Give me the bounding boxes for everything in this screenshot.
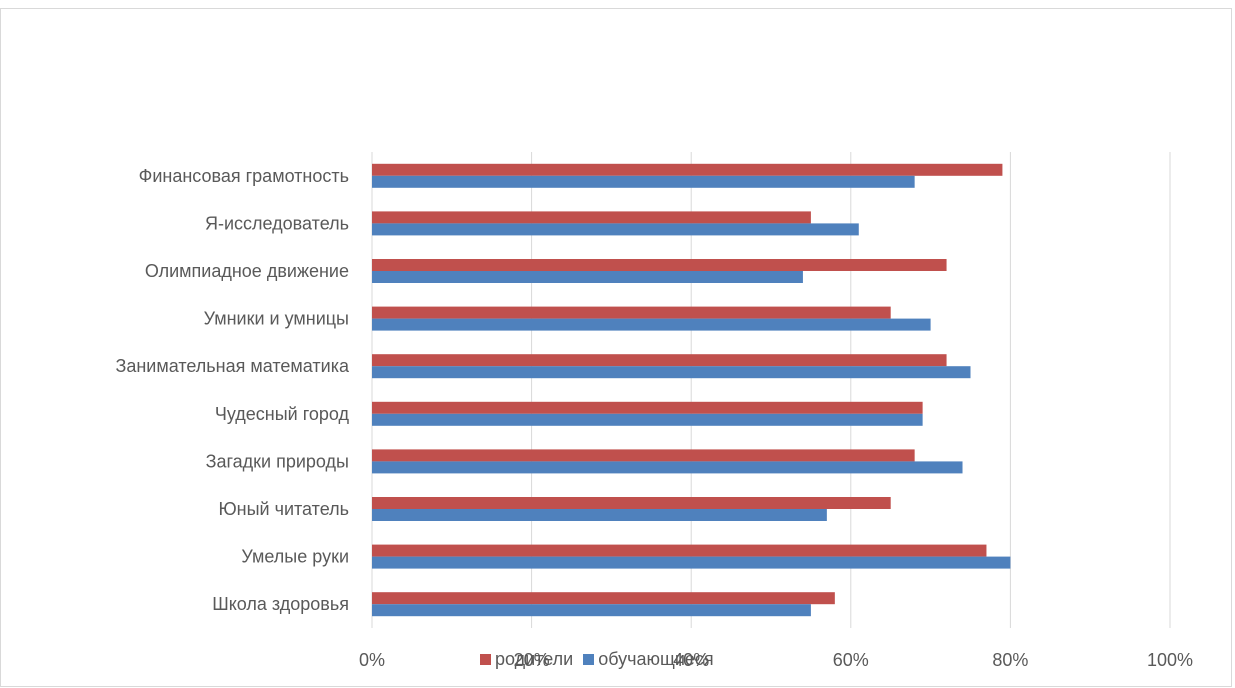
bar-students [372, 413, 923, 426]
category-label: Юный читатель [218, 499, 349, 519]
bar-parents [372, 306, 891, 319]
x-tick-label: 40% [673, 650, 709, 670]
x-tick-label: 80% [992, 650, 1028, 670]
bar-parents [372, 354, 947, 367]
bar-students [372, 366, 971, 379]
category-label: Умники и умницы [204, 309, 349, 329]
bar-parents [372, 211, 811, 224]
bar-students [372, 223, 859, 236]
chart-frame [0, 8, 1232, 687]
category-label: Финансовая грамотность [139, 166, 349, 186]
x-tick-label: 60% [833, 650, 869, 670]
category-label: Умелые руки [241, 547, 349, 567]
legend-swatch-parents [480, 653, 491, 665]
legend-label-students: обучающиеся [598, 648, 714, 669]
x-tick-label: 100% [1147, 650, 1193, 670]
category-label: Я-исследователь [205, 213, 349, 233]
x-tick-label: 20% [514, 650, 550, 670]
category-label: Загадки природы [206, 451, 349, 471]
legend-item-students: обучающиеся [583, 648, 714, 670]
category-label: Олимпиадное движение [145, 261, 349, 281]
bar-parents [372, 497, 891, 509]
bar-parents [372, 592, 835, 605]
bar-students [372, 175, 915, 188]
category-label: Чудесный город [215, 404, 350, 424]
legend: родители обучающиеся [480, 649, 724, 669]
bar-students [372, 318, 931, 331]
legend-item-parents: родители [480, 649, 573, 670]
bar-parents [372, 449, 915, 462]
x-tick-label: 0% [359, 650, 385, 670]
bar-parents [372, 401, 923, 414]
legend-label-parents: родители [495, 648, 574, 669]
legend-swatch-students [583, 653, 595, 665]
bar-students [372, 604, 811, 617]
bar-parents [372, 163, 1003, 176]
bar-parents [372, 259, 947, 271]
category-label: Занимательная математика [115, 356, 350, 376]
bar-students [372, 556, 1011, 569]
bar-students [372, 271, 803, 283]
category-label: Школа здоровья [212, 594, 349, 614]
bar-students [372, 461, 963, 474]
bar-parents [372, 544, 987, 557]
bar-students [372, 509, 827, 521]
